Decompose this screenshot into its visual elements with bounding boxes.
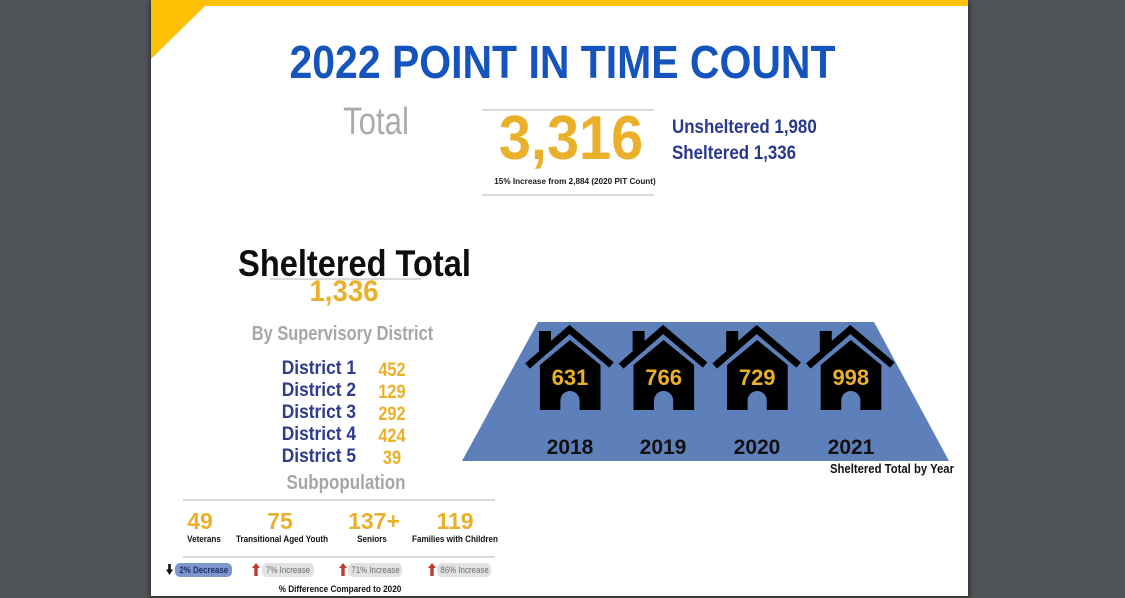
svg-text:631: 631 <box>552 365 589 390</box>
svg-text:766: 766 <box>645 365 682 390</box>
svg-text:729: 729 <box>739 365 776 390</box>
svg-text:998: 998 <box>832 365 869 390</box>
